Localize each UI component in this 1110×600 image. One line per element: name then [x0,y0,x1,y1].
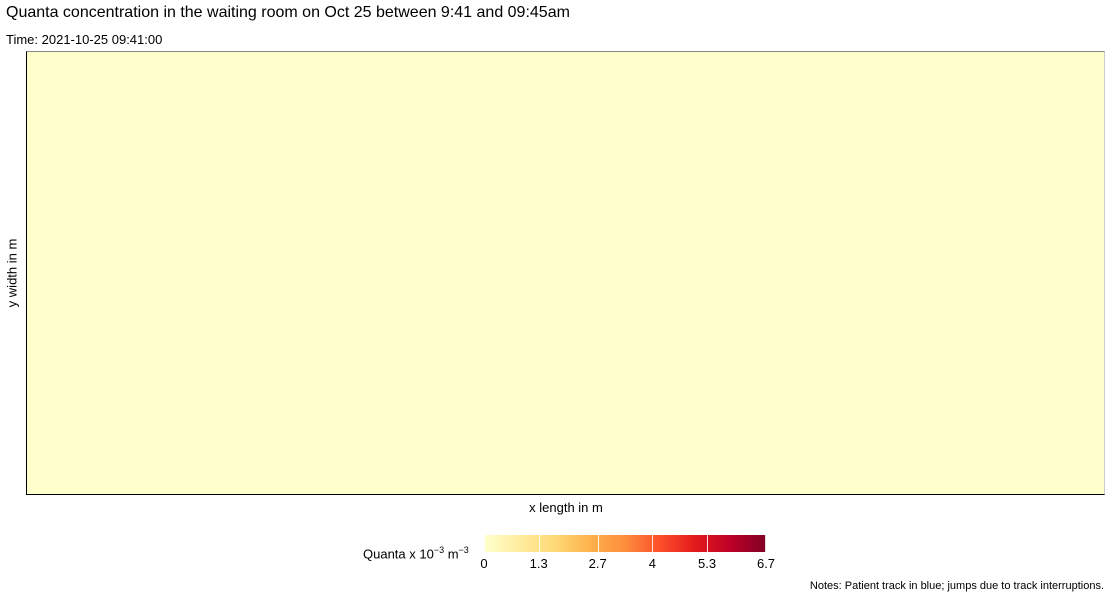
legend-tick-mark [652,535,654,552]
heatmap-cell [27,52,1104,494]
legend-tick-mark [538,535,540,552]
legend-tick-label: 1.3 [529,556,548,571]
plot-panel [26,51,1105,495]
y-axis-label: y width in m [4,238,20,308]
legend-title-main: Quanta x 10 [363,546,434,562]
legend-tick-label: 0 [480,556,488,571]
legend-title: Quanta x 10−3 m−3 [363,545,469,561]
legend-tick-label: 4 [648,556,656,571]
x-axis-label: x length in m [529,500,603,515]
legend-tick-mark [707,535,709,552]
legend-tick-mark [765,535,766,552]
legend-tick-label: 6.7 [756,556,776,571]
chart-subtitle: Time: 2021-10-25 09:41:00 [6,32,163,47]
legend-title-exponent-2: −3 [458,545,469,555]
chart-title: Quanta concentration in the waiting room… [6,4,570,21]
legend-tick-mark [597,535,599,552]
legend-tick-mark [484,535,485,552]
legend-tick-labels: 0 1.3 2.7 4 5.3 6.7 [480,556,775,572]
legend-title-unit: m [444,546,459,562]
chart-notes: Notes: Patient track in blue; jumps due … [809,580,1104,592]
legend-title-exponent-1: −3 [433,545,445,555]
legend-tick-label: 2.7 [588,556,607,571]
legend-tick-label: 5.3 [698,556,717,571]
legend-colorbar [484,535,766,552]
